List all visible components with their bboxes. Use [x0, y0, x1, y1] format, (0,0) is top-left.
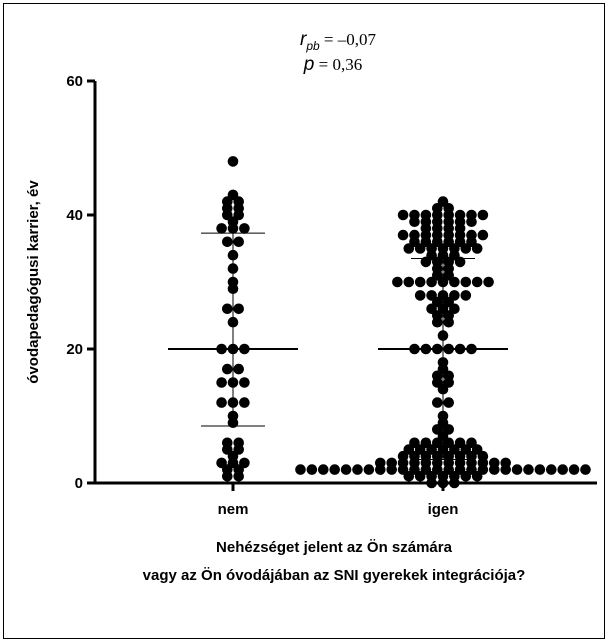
- data-point: [414, 290, 426, 301]
- plot-area: 0 20 40 60 nem igen: [66, 73, 597, 518]
- data-point: [409, 437, 420, 449]
- data-point: [239, 223, 250, 234]
- data-point: [216, 397, 227, 408]
- data-point: [454, 209, 466, 221]
- stat-annotation-p: p = 0,36: [303, 54, 362, 75]
- data-point: [483, 276, 494, 288]
- data-point: [557, 464, 568, 475]
- y-tick-label: 60: [66, 73, 83, 90]
- x-axis-title-line-1: Nehézséget jelent az Ön számára: [216, 539, 453, 556]
- data-point: [477, 229, 489, 241]
- y-axis-title: óvodapedagógusi karrier, év: [25, 180, 42, 384]
- data-point: [466, 209, 477, 221]
- data-point: [477, 209, 489, 221]
- data-point: [432, 397, 443, 408]
- data-point: [233, 437, 244, 449]
- data-point: [363, 464, 375, 475]
- r-symbol: r: [300, 29, 307, 50]
- data-point: [239, 457, 250, 469]
- data-point: [392, 276, 403, 288]
- y-tick-label: 20: [66, 341, 83, 358]
- data-point: [580, 464, 591, 475]
- data-point: [375, 457, 386, 469]
- data-point: [403, 276, 415, 288]
- data-point: [420, 437, 432, 449]
- stat-annotation-r: rpb = –0,07: [300, 29, 377, 53]
- r-subscript: pb: [305, 39, 320, 53]
- data-point: [318, 464, 329, 475]
- data-point: [397, 229, 409, 241]
- data-point: [471, 276, 483, 288]
- data-point: [443, 397, 455, 408]
- y-tick-label: 40: [66, 207, 83, 224]
- data-point: [222, 437, 233, 449]
- data-point: [239, 377, 250, 388]
- data-point: [568, 464, 580, 475]
- data-point: [546, 464, 557, 475]
- data-point: [523, 464, 534, 475]
- data-point: [460, 276, 472, 288]
- x-tick-label: nem: [218, 501, 249, 518]
- data-point: [500, 457, 512, 469]
- p-value: = 0,36: [314, 55, 362, 74]
- data-point: [414, 276, 426, 288]
- data-point: [397, 209, 409, 221]
- data-point: [340, 464, 352, 475]
- p-symbol: p: [303, 54, 315, 75]
- data-point: [222, 236, 233, 248]
- chart-frame: [3, 3, 605, 639]
- data-point: [352, 464, 363, 475]
- data-point: [295, 464, 306, 475]
- data-point: [233, 303, 244, 315]
- data-point: [216, 457, 227, 469]
- y-tick-label: 0: [75, 475, 83, 492]
- data-point: [460, 290, 472, 301]
- data-point: [511, 464, 523, 475]
- data-point: [449, 290, 460, 301]
- data-point: [534, 464, 546, 475]
- data-point: [216, 377, 227, 388]
- data-point: [466, 437, 477, 449]
- data-point: [489, 457, 500, 469]
- data-point: [409, 209, 420, 221]
- data-point: [227, 156, 239, 167]
- data-point: [216, 223, 227, 234]
- data-point: [426, 290, 437, 301]
- data-point: [239, 397, 250, 408]
- r-value: = –0,07: [320, 30, 377, 49]
- data-point: [306, 464, 318, 475]
- data-point: [329, 464, 341, 475]
- data-point: [222, 303, 233, 315]
- x-axis-title-line-2: vagy az Ön óvodájában az SNI gyerekek in…: [143, 567, 526, 584]
- data-point: [409, 229, 420, 241]
- data-point: [420, 209, 432, 221]
- data-point: [437, 196, 449, 207]
- data-point: [222, 363, 233, 375]
- data-point: [386, 457, 398, 469]
- x-tick-label: igen: [428, 501, 459, 518]
- data-point: [227, 189, 239, 201]
- data-point: [233, 363, 244, 375]
- data-point: [466, 229, 477, 241]
- data-point: [454, 437, 466, 449]
- data-point: [233, 236, 244, 248]
